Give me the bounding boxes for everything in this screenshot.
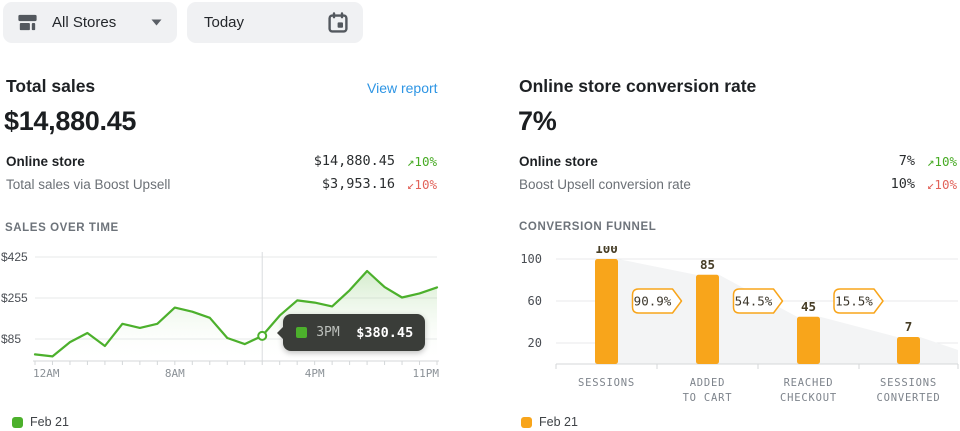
conversion-funnel-heading: CONVERSION FUNNEL	[519, 221, 657, 233]
x-axis-label: 11PM	[413, 367, 440, 380]
metric-value: 7%	[898, 153, 915, 169]
calendar-icon	[326, 11, 350, 35]
tooltip-series-swatch	[296, 327, 308, 338]
hover-marker	[257, 330, 268, 341]
metric-row: Boost Upsell conversion rate 10% ↙10%	[519, 176, 957, 192]
conversion-funnel-chart[interactable]: 100 60 20 100 SESSIONS 85 ADDED TO CART 45 REACHE…	[513, 241, 960, 406]
tooltip-value: $380.45	[356, 324, 414, 341]
total-sales-title: Total sales	[6, 76, 96, 96]
total-sales-amount: $14,880.45	[4, 106, 137, 136]
legend-label: Feb 21	[30, 415, 69, 429]
conversion-amount: 7%	[518, 106, 557, 136]
legend-swatch-orange	[521, 416, 532, 428]
chevron-down-icon	[151, 19, 162, 26]
metric-change: ↗10%	[406, 153, 437, 169]
date-selector-label: Today	[204, 14, 245, 31]
metric-value: $14,880.45	[313, 153, 395, 169]
line-series	[33, 269, 439, 358]
y-axis-label: $85	[1, 332, 21, 346]
metric-label: Boost Upsell conversion rate	[519, 176, 691, 192]
x-axis-label: 12AM	[33, 367, 60, 380]
metric-label: Online store	[519, 153, 598, 169]
store-icon	[18, 14, 37, 31]
tooltip-time: 3PM	[316, 325, 340, 340]
metric-value: $3,953.16	[321, 176, 395, 192]
y-axis-label: $255	[1, 291, 28, 305]
metric-row: Online store 7% ↗10%	[519, 153, 957, 169]
conversion-rate-tag	[631, 288, 683, 314]
bar-value-label: 45	[801, 299, 816, 314]
sales-over-time-heading: SALES OVER TIME	[5, 222, 119, 234]
y-axis-label: 100	[520, 252, 542, 266]
funnel-chart-svg: 100 60 20 100 SESSIONS 85 ADDED TO CART 45 REACHE…	[520, 241, 959, 404]
y-axis-label: 20	[528, 336, 542, 350]
metric-label: Online store	[6, 153, 85, 169]
y-axis-label: $425	[1, 250, 28, 264]
y-axis-label: 60	[528, 294, 542, 308]
x-axis-label: 8AM	[165, 367, 185, 380]
sales-over-time-chart[interactable]: $425 $255 $85 12AM 8AM 4PM 11PM 3PM $380.45	[0, 246, 442, 386]
bar[interactable]	[897, 337, 920, 364]
sales-legend: Feb 21	[12, 415, 69, 429]
funnel-legend: Feb 21	[521, 415, 578, 429]
conversion-metrics: Online store 7% ↗10% Boost Upsell conver…	[519, 153, 957, 199]
category-label: SESSIONS	[578, 377, 635, 389]
metric-row: Online store $14,880.45 ↗10%	[6, 153, 437, 169]
category-label: SESSIONS	[880, 377, 937, 389]
legend-swatch-green	[12, 416, 23, 428]
bar[interactable]	[696, 274, 719, 364]
metric-change: ↗10%	[926, 153, 957, 169]
store-selector-button[interactable]: All Stores	[3, 2, 177, 43]
bar-value-label: 85	[700, 257, 715, 272]
chart-tooltip: 3PM $380.45	[277, 314, 426, 351]
date-selector-button[interactable]: Today	[187, 2, 363, 43]
category-label: CHECKOUT	[780, 392, 837, 404]
bar[interactable]	[797, 316, 820, 364]
category-label: REACHED	[784, 377, 834, 389]
view-report-link[interactable]: View report	[367, 80, 438, 96]
category-label: CONVERTED	[876, 392, 940, 404]
category-label: TO CART	[683, 392, 733, 404]
x-axis-label: 4PM	[305, 367, 325, 380]
bar-value-label: 7	[905, 319, 913, 334]
conversion-rate-label: 90.9%	[634, 294, 672, 309]
store-selector-label: All Stores	[52, 14, 117, 31]
conversion-rate-tag	[732, 288, 784, 314]
bar-value-label: 100	[595, 246, 618, 256]
bar[interactable]	[595, 259, 618, 364]
metric-label: Total sales via Boost Upsell	[6, 176, 171, 192]
conversion-rate-label: 15.5%	[835, 294, 873, 309]
total-sales-metrics: Online store $14,880.45 ↗10% Total sales…	[6, 153, 437, 199]
conversion-rate-tag	[833, 288, 884, 314]
conversion-rate-label: 54.5%	[735, 294, 773, 309]
legend-label: Feb 21	[539, 415, 578, 429]
tooltip-arrow-icon	[277, 325, 285, 340]
metric-change: ↙10%	[406, 176, 437, 192]
category-label: ADDED	[690, 377, 726, 389]
metric-value: 10%	[890, 176, 915, 192]
metric-change: ↙10%	[926, 176, 957, 192]
conversion-title: Online store conversion rate	[519, 76, 757, 96]
metric-row: Total sales via Boost Upsell $3,953.16 ↙…	[6, 176, 437, 192]
